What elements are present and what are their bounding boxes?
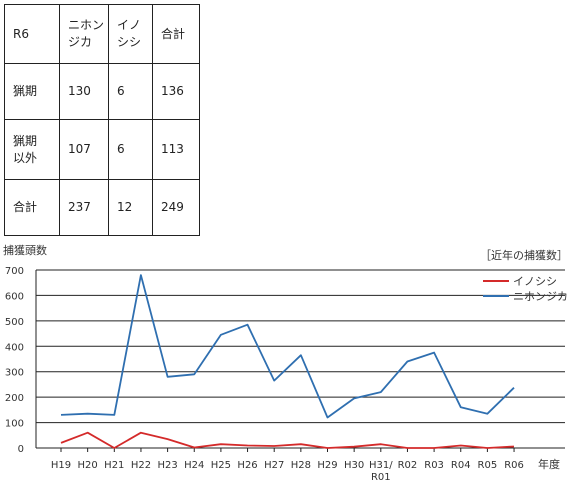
y-tick-label: 300 [5,368,24,379]
table-header-cell: イノ シシ [108,4,153,64]
table-cell: 107 [59,119,109,180]
x-tick-label: H19 [51,460,71,471]
table-cell: 6 [108,63,153,120]
x-axis-title: 年度 [538,457,560,471]
chart-title: ［近年の捕獲数］ [480,248,568,262]
x-tick-label: H28 [291,460,311,471]
x-tick-label: H26 [237,460,257,471]
x-tick-label: H25 [211,460,231,471]
x-tick-label: R04 [451,460,471,471]
series-lines [60,274,515,449]
table-header-cell: R6 [4,4,60,64]
table-cell: 237 [59,179,109,236]
table-row: 猟期 以外 107 6 113 [4,119,200,180]
x-tick-label: H27 [264,460,284,471]
table-row: 猟期 130 6 136 [4,63,200,120]
x-tick-label: H24 [184,460,204,471]
series-line [60,431,515,449]
table-row: 合計 237 12 249 [4,179,200,236]
table-header-row: R6 ニホン ジカ イノ シシ 合計 [4,4,200,64]
table-cell: 130 [59,63,109,120]
y-tick-label: 400 [5,342,24,353]
table-cell: 12 [108,179,153,236]
x-tick-label: H20 [78,460,98,471]
x-tick-label: H23 [157,460,177,471]
table-row-label: 合計 [4,179,60,236]
x-tick-label: H30 [344,460,364,471]
y-tick-label: 700 [5,266,24,277]
series-line [60,274,515,419]
axis-labels: 0 100 200 300 400 500 600 700 H19 H20 H21 H22 H23 H24… [5,266,524,483]
legend-label: ニホンジカ [513,290,568,303]
y-tick-label: 100 [5,419,24,430]
x-tick-label: R03 [424,460,444,471]
axes [35,270,515,452]
table-header-cell: ニホン ジカ [59,4,109,64]
table-row-label: 猟期 [4,63,60,120]
y-tick-label: 0 [18,444,24,455]
table-cell: 249 [152,179,200,236]
summary-table: R6 ニホン ジカ イノ シシ 合計 猟期 130 6 136 猟期 以外 107 6 113 合計 237 12… [4,4,200,236]
x-tick-label: H29 [317,460,337,471]
grid-lines [36,269,565,449]
x-tick-label: H21 [104,460,124,471]
x-tick-label: R06 [504,460,524,471]
x-tick-label: H22 [131,460,151,471]
x-tick-label: R05 [478,460,498,471]
y-axis-title: 捕獲頭数 [3,243,47,257]
x-tick-label: R02 [398,460,418,471]
y-tick-label: 500 [5,317,24,328]
table-cell: 113 [152,119,200,180]
y-tick-label: 200 [5,393,24,404]
table-header-cell: 合計 [152,4,200,64]
x-tick-label: H31/R01 [369,460,393,483]
y-tick-label: 600 [5,291,24,302]
legend-label: イノシシ [513,275,557,288]
